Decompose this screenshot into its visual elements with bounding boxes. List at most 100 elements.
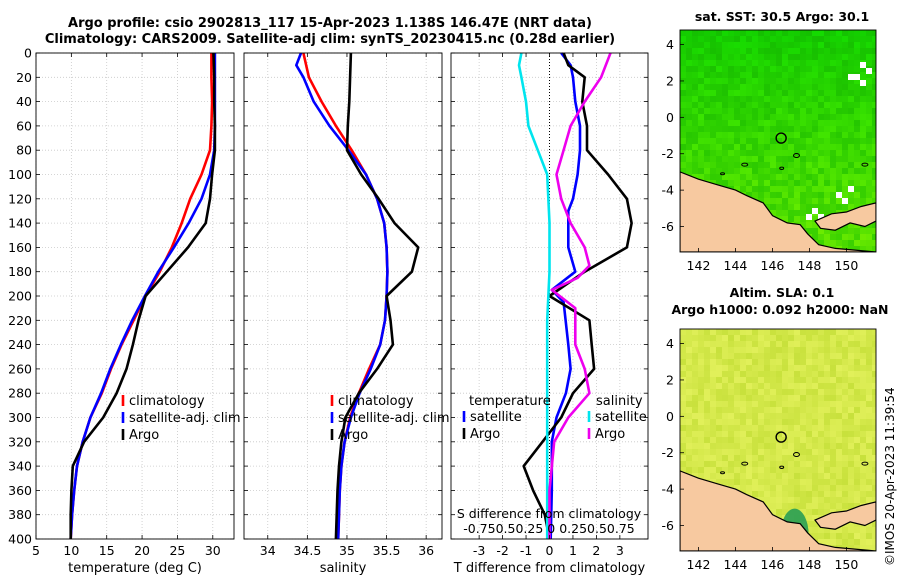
sst-map-cell [728, 54, 734, 60]
sla-map-cell [680, 407, 686, 413]
sla-map-cell [854, 329, 860, 335]
sst-map-cell [722, 96, 728, 102]
sst-map-cell [836, 72, 842, 78]
sla-map-cell [764, 431, 770, 437]
sla-map-cell [836, 365, 842, 371]
sst-map-cell [842, 36, 848, 42]
sst-map-cell [836, 114, 842, 120]
sla-map-cell [734, 455, 740, 461]
sst-map-cell [854, 138, 860, 144]
sla-map-cell [866, 533, 872, 539]
sla-map-cell [872, 461, 876, 467]
sla-map-cell [872, 425, 876, 431]
sst-map-cell [866, 192, 872, 198]
sla-map-cell [794, 503, 800, 509]
sst-map-cell [782, 126, 788, 132]
sla-map-cell [788, 401, 794, 407]
sla-map-cell [860, 467, 866, 473]
sst-map-cell [770, 132, 776, 138]
sla-map-cell [752, 383, 758, 389]
sst-map-cell [752, 138, 758, 144]
sla-map-cell [824, 449, 830, 455]
sla-map-cell [836, 419, 842, 425]
sst-map-cell [764, 120, 770, 126]
sla-map-cell [860, 407, 866, 413]
sla-map-cell [848, 503, 854, 509]
sst-map-cell [740, 186, 746, 192]
sst-map-cell [800, 174, 806, 180]
sla-map-cell [776, 425, 782, 431]
sst-map-cell [866, 102, 872, 108]
sst-map-cell [848, 180, 854, 186]
sst-map-cell [854, 78, 860, 84]
sst-map-cell [752, 66, 758, 72]
sst-map-cell [788, 78, 794, 84]
sst-map-cell [824, 162, 830, 168]
sst-map-cell [722, 174, 728, 180]
sst-map-cell [686, 144, 692, 150]
sla-map-cell [758, 467, 764, 473]
sst-map-cell [818, 60, 824, 66]
sst-map-cell [758, 162, 764, 168]
sla-map-cell [854, 419, 860, 425]
sla-map-cell [764, 395, 770, 401]
sla-map-cell [680, 359, 686, 365]
sla-map-cell [824, 461, 830, 467]
sla-map-cell [842, 365, 848, 371]
sst-map-cell [764, 108, 770, 114]
sla-map-cell [872, 431, 876, 437]
sst-map-cell [686, 156, 692, 162]
sst-map-cell [812, 156, 818, 162]
sla-map-cell [824, 413, 830, 419]
sst-map-cell [830, 198, 836, 204]
sst-map-cell [842, 162, 848, 168]
sla-map-cell [848, 377, 854, 383]
sst-map-cell [734, 54, 740, 60]
sla-map-cell [698, 329, 704, 335]
sla-map-cell [710, 431, 716, 437]
sla-map-cell [704, 425, 710, 431]
sst-map-cell [836, 108, 842, 114]
sla-map-cell [686, 341, 692, 347]
sla-map-cell [812, 515, 818, 521]
sla-map-cell [842, 461, 848, 467]
sla-map-cell [854, 533, 860, 539]
sst-missing-cell [848, 74, 854, 80]
sst-map-cell [848, 144, 854, 150]
sst-map-cell [758, 42, 764, 48]
sla-map-cell [872, 419, 876, 425]
sst-map-cell [842, 54, 848, 60]
sst-map-cell [740, 42, 746, 48]
sla-map-cell [722, 335, 728, 341]
sst-map-cell [872, 90, 876, 96]
sst-map-cell [818, 240, 824, 246]
sst-map-cell [818, 132, 824, 138]
sla-map-cell [818, 455, 824, 461]
salinity-x-tick-label: 35.5 [373, 543, 401, 558]
sla-map-cell [824, 371, 830, 377]
sst-map-cell [854, 240, 860, 246]
sla-map-cell [794, 407, 800, 413]
sla-map-cell [752, 431, 758, 437]
sla-map-cell [680, 449, 686, 455]
sla-map-cell [764, 371, 770, 377]
sst-map-cell [692, 114, 698, 120]
sla-map-cell [770, 413, 776, 419]
sst-map-cell [842, 144, 848, 150]
sla-map-cell [872, 329, 876, 335]
sst-map-cell [818, 168, 824, 174]
sst-map-cell [680, 48, 686, 54]
sla-map-cell [782, 407, 788, 413]
sst-map-cell [740, 156, 746, 162]
sla-map-cell [842, 455, 848, 461]
sla-map-cell [788, 359, 794, 365]
sla-map-cell [704, 461, 710, 467]
sst-map-cell [788, 90, 794, 96]
sla-map-cell [848, 347, 854, 353]
sst-map-cell [824, 192, 830, 198]
sst-map-cell [794, 72, 800, 78]
sst-map-cell [812, 42, 818, 48]
sla-map-cell [680, 329, 686, 335]
sst-map-cell [704, 36, 710, 42]
sla-map-cell [704, 353, 710, 359]
